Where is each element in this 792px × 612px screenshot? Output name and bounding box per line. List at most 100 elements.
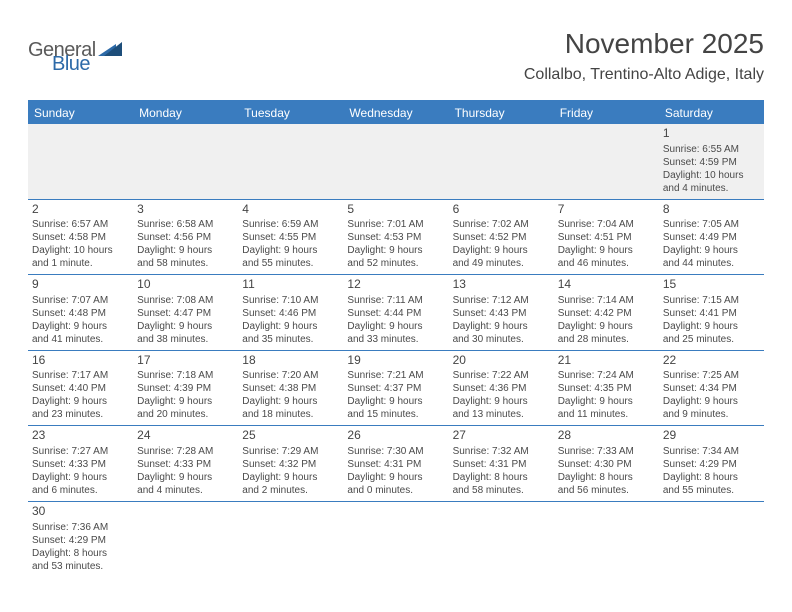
- day-detail: Daylight: 9 hours: [32, 395, 129, 408]
- day-detail: Sunset: 4:32 PM: [242, 458, 339, 471]
- day-number: 7: [558, 202, 655, 218]
- day-detail: Sunset: 4:30 PM: [558, 458, 655, 471]
- day-number: 10: [137, 277, 234, 293]
- empty-cell: [554, 502, 659, 577]
- day-detail: and 41 minutes.: [32, 333, 129, 346]
- day-detail: and 49 minutes.: [453, 257, 550, 270]
- day-cell: 9Sunrise: 7:07 AMSunset: 4:48 PMDaylight…: [28, 275, 133, 350]
- empty-cell: [554, 124, 659, 199]
- day-number: 15: [663, 277, 760, 293]
- month-title: November 2025: [524, 28, 764, 60]
- day-detail: Daylight: 9 hours: [663, 320, 760, 333]
- empty-cell: [238, 502, 343, 577]
- day-number: 28: [558, 428, 655, 444]
- day-detail: Sunrise: 7:11 AM: [347, 294, 444, 307]
- day-detail: Sunset: 4:37 PM: [347, 382, 444, 395]
- weekday-label: Wednesday: [343, 102, 448, 124]
- weekday-label: Sunday: [28, 102, 133, 124]
- day-detail: Sunrise: 7:22 AM: [453, 369, 550, 382]
- day-detail: Sunrise: 7:18 AM: [137, 369, 234, 382]
- day-detail: Daylight: 9 hours: [453, 320, 550, 333]
- day-cell: 24Sunrise: 7:28 AMSunset: 4:33 PMDayligh…: [133, 426, 238, 501]
- day-detail: Daylight: 9 hours: [558, 244, 655, 257]
- day-number: 19: [347, 353, 444, 369]
- day-detail: Sunrise: 7:02 AM: [453, 218, 550, 231]
- day-detail: Daylight: 9 hours: [137, 244, 234, 257]
- day-number: 13: [453, 277, 550, 293]
- day-detail: Sunrise: 7:21 AM: [347, 369, 444, 382]
- day-detail: Sunset: 4:53 PM: [347, 231, 444, 244]
- day-number: 1: [663, 126, 760, 142]
- day-number: 5: [347, 202, 444, 218]
- day-cell: 30Sunrise: 7:36 AMSunset: 4:29 PMDayligh…: [28, 502, 133, 577]
- day-number: 26: [347, 428, 444, 444]
- day-detail: Sunset: 4:31 PM: [453, 458, 550, 471]
- day-detail: and 6 minutes.: [32, 484, 129, 497]
- day-detail: Daylight: 10 hours: [32, 244, 129, 257]
- day-detail: and 35 minutes.: [242, 333, 339, 346]
- day-cell: 7Sunrise: 7:04 AMSunset: 4:51 PMDaylight…: [554, 200, 659, 275]
- day-detail: Sunrise: 7:28 AM: [137, 445, 234, 458]
- day-detail: Daylight: 9 hours: [242, 244, 339, 257]
- day-detail: and 25 minutes.: [663, 333, 760, 346]
- day-detail: Sunset: 4:41 PM: [663, 307, 760, 320]
- day-detail: and 58 minutes.: [453, 484, 550, 497]
- empty-cell: [343, 124, 448, 199]
- day-detail: Sunset: 4:31 PM: [347, 458, 444, 471]
- weekday-label: Monday: [133, 102, 238, 124]
- day-number: 27: [453, 428, 550, 444]
- day-detail: Daylight: 9 hours: [453, 244, 550, 257]
- day-cell: 21Sunrise: 7:24 AMSunset: 4:35 PMDayligh…: [554, 351, 659, 426]
- day-detail: and 11 minutes.: [558, 408, 655, 421]
- day-detail: Sunrise: 7:12 AM: [453, 294, 550, 307]
- day-cell: 28Sunrise: 7:33 AMSunset: 4:30 PMDayligh…: [554, 426, 659, 501]
- day-detail: Sunset: 4:58 PM: [32, 231, 129, 244]
- day-detail: Daylight: 9 hours: [663, 244, 760, 257]
- day-detail: Daylight: 9 hours: [347, 320, 444, 333]
- day-detail: Sunrise: 7:36 AM: [32, 521, 129, 534]
- day-cell: 15Sunrise: 7:15 AMSunset: 4:41 PMDayligh…: [659, 275, 764, 350]
- day-detail: Daylight: 9 hours: [242, 471, 339, 484]
- day-detail: and 55 minutes.: [242, 257, 339, 270]
- day-detail: and 44 minutes.: [663, 257, 760, 270]
- day-cell: 27Sunrise: 7:32 AMSunset: 4:31 PMDayligh…: [449, 426, 554, 501]
- day-detail: Sunset: 4:42 PM: [558, 307, 655, 320]
- day-number: 12: [347, 277, 444, 293]
- day-detail: Sunrise: 7:32 AM: [453, 445, 550, 458]
- day-cell: 29Sunrise: 7:34 AMSunset: 4:29 PMDayligh…: [659, 426, 764, 501]
- day-detail: Sunset: 4:49 PM: [663, 231, 760, 244]
- day-detail: Sunset: 4:46 PM: [242, 307, 339, 320]
- day-detail: Daylight: 9 hours: [558, 395, 655, 408]
- day-detail: Daylight: 9 hours: [663, 395, 760, 408]
- day-detail: Daylight: 9 hours: [347, 395, 444, 408]
- day-cell: 10Sunrise: 7:08 AMSunset: 4:47 PMDayligh…: [133, 275, 238, 350]
- day-number: 6: [453, 202, 550, 218]
- day-number: 2: [32, 202, 129, 218]
- day-detail: Daylight: 9 hours: [32, 320, 129, 333]
- day-cell: 14Sunrise: 7:14 AMSunset: 4:42 PMDayligh…: [554, 275, 659, 350]
- day-detail: Sunrise: 6:58 AM: [137, 218, 234, 231]
- day-detail: Sunrise: 7:25 AM: [663, 369, 760, 382]
- day-number: 25: [242, 428, 339, 444]
- day-cell: 23Sunrise: 7:27 AMSunset: 4:33 PMDayligh…: [28, 426, 133, 501]
- day-detail: Daylight: 9 hours: [453, 395, 550, 408]
- empty-cell: [28, 124, 133, 199]
- week-row: 23Sunrise: 7:27 AMSunset: 4:33 PMDayligh…: [28, 426, 764, 502]
- day-detail: Sunset: 4:34 PM: [663, 382, 760, 395]
- day-detail: and 23 minutes.: [32, 408, 129, 421]
- day-detail: Daylight: 9 hours: [347, 471, 444, 484]
- day-number: 17: [137, 353, 234, 369]
- day-number: 24: [137, 428, 234, 444]
- title-block: November 2025 Collalbo, Trentino-Alto Ad…: [524, 28, 764, 84]
- day-cell: 2Sunrise: 6:57 AMSunset: 4:58 PMDaylight…: [28, 200, 133, 275]
- location: Collalbo, Trentino-Alto Adige, Italy: [524, 66, 764, 84]
- week-row: 1Sunrise: 6:55 AMSunset: 4:59 PMDaylight…: [28, 124, 764, 200]
- day-detail: and 46 minutes.: [558, 257, 655, 270]
- logo: General Blue: [28, 28, 122, 74]
- week-row: 16Sunrise: 7:17 AMSunset: 4:40 PMDayligh…: [28, 351, 764, 427]
- day-number: 29: [663, 428, 760, 444]
- day-detail: Sunrise: 7:08 AM: [137, 294, 234, 307]
- day-cell: 17Sunrise: 7:18 AMSunset: 4:39 PMDayligh…: [133, 351, 238, 426]
- day-detail: Daylight: 9 hours: [242, 395, 339, 408]
- day-cell: 25Sunrise: 7:29 AMSunset: 4:32 PMDayligh…: [238, 426, 343, 501]
